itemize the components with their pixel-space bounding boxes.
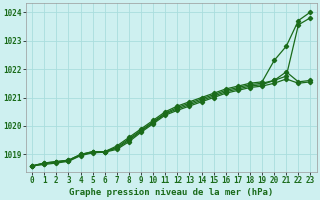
X-axis label: Graphe pression niveau de la mer (hPa): Graphe pression niveau de la mer (hPa) xyxy=(69,188,274,197)
